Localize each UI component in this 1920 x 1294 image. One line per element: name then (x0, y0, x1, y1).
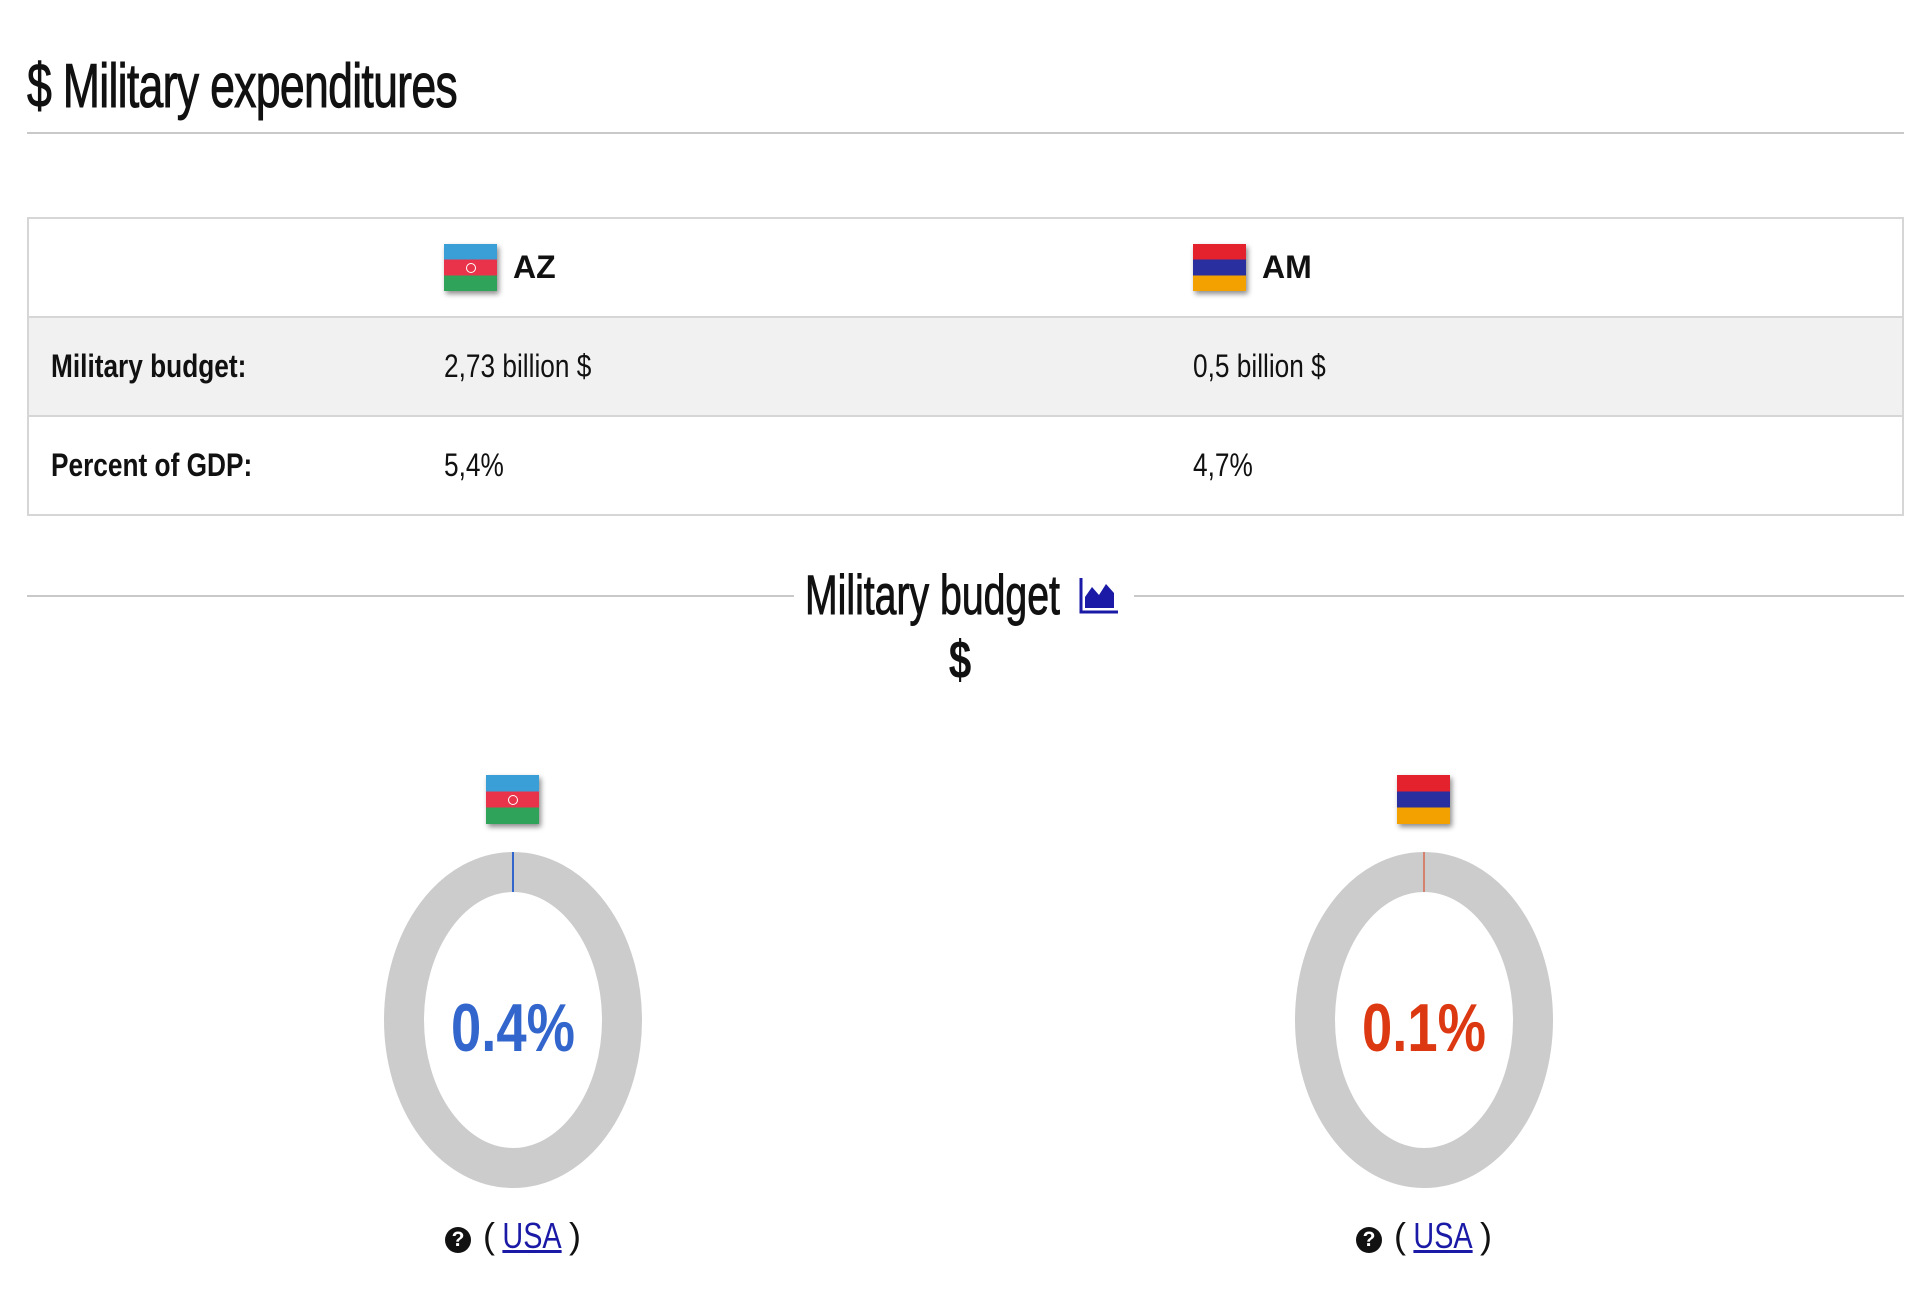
paren-close: ) (1480, 1215, 1493, 1256)
donut-chart-am (1295, 852, 1553, 1188)
source-link-usa[interactable]: USA (502, 1215, 562, 1256)
donut-chart-az (384, 852, 642, 1188)
page-title: $ Military expenditures (27, 52, 458, 122)
source-line: ? (USA) (1294, 1215, 1554, 1257)
comparison-table: AZ AM Military budget: 2,73 billion $ 0,… (27, 217, 1904, 516)
value-az: 2,73 billion $ (444, 348, 592, 384)
value-am: 4,7% (1193, 447, 1253, 483)
table-row: Percent of GDP: 5,4% 4,7% (28, 415, 1903, 515)
section-header: $ Military expenditures (27, 48, 1904, 134)
currency-symbol: $ (948, 630, 972, 690)
armenia-flag-icon (1397, 775, 1450, 824)
azerbaijan-flag-icon (444, 244, 497, 291)
header-cell-am: AM (1193, 218, 1903, 317)
paren-open: ( (1393, 1215, 1406, 1256)
source-link-usa[interactable]: USA (1413, 1215, 1473, 1256)
paren-open: ( (482, 1215, 495, 1256)
section-title: Military budget (805, 563, 1061, 627)
table-header-row: AZ AM (28, 218, 1903, 317)
value-az: 5,4% (444, 447, 504, 483)
paren-close: ) (569, 1215, 582, 1256)
country-code-az: AZ (513, 249, 556, 285)
percent-label: 0.4% (451, 990, 575, 1066)
country-code-am: AM (1262, 249, 1312, 285)
row-label: Percent of GDP: (51, 447, 253, 483)
help-icon[interactable]: ? (444, 1227, 471, 1253)
header-cell-az: AZ (444, 218, 1193, 317)
divider-right (1134, 595, 1904, 597)
azerbaijan-flag-icon (486, 775, 539, 824)
help-icon[interactable]: ? (1355, 1227, 1382, 1253)
table-row: Military budget: 2,73 billion $ 0,5 bill… (28, 316, 1903, 416)
area-chart-icon[interactable] (1078, 575, 1120, 620)
header-empty-cell (28, 218, 444, 317)
percent-label: 0.1% (1362, 990, 1486, 1066)
row-label: Military budget: (51, 348, 247, 384)
armenia-flag-icon (1193, 244, 1246, 291)
source-line: ? (USA) (383, 1215, 643, 1257)
divider-left (27, 595, 794, 597)
value-am: 0,5 billion $ (1193, 348, 1326, 384)
